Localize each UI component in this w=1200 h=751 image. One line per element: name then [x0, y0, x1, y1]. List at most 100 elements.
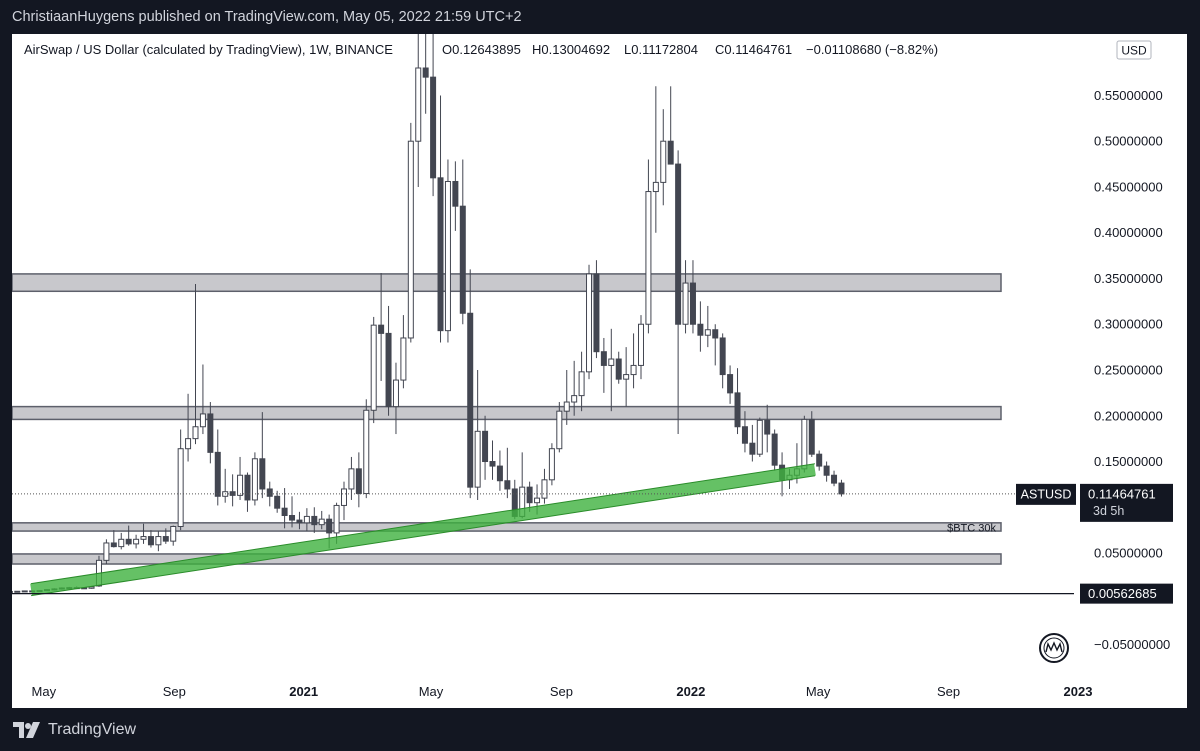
candle-body	[741, 426, 748, 444]
candles-layer	[6, 3, 845, 593]
candle-body	[185, 438, 192, 450]
candle-body	[660, 140, 667, 183]
time-tick-label: May	[32, 684, 57, 699]
candle-body	[548, 448, 555, 481]
candle	[363, 399, 370, 499]
zone-2[interactable]	[11, 405, 1002, 421]
candle-body	[177, 448, 184, 527]
candle-body	[608, 358, 615, 366]
price-tick-label: 0.40000000	[1094, 225, 1163, 240]
candle	[808, 411, 815, 457]
candle-body	[162, 536, 169, 542]
candle	[430, 22, 437, 197]
candle-body	[541, 479, 548, 499]
candle	[407, 122, 414, 343]
zone-3[interactable]	[11, 522, 1002, 532]
candle-body	[630, 364, 637, 376]
candle	[311, 507, 318, 533]
candle-body	[504, 480, 511, 490]
candle	[823, 461, 830, 482]
candle-body	[816, 453, 823, 467]
candle-body	[296, 519, 303, 524]
candle-body	[392, 379, 399, 408]
candle-body	[355, 468, 362, 495]
candle	[689, 260, 696, 334]
candle-body	[192, 426, 199, 440]
candle	[103, 539, 110, 565]
brand[interactable]: TradingView	[12, 721, 136, 739]
candle	[556, 402, 563, 453]
candlestick-chart[interactable]: $BTC 30k 0.550000000.500000000.450000000…	[6, 3, 1187, 708]
price-tick-label: 0.35000000	[1094, 271, 1163, 286]
candle	[259, 412, 266, 499]
candle	[459, 159, 466, 325]
candle	[637, 315, 644, 380]
chart-frame[interactable]: $BTC 30k 0.55000000 0.50000000 0.45000000 0…	[6, 3, 1187, 708]
candle-body	[675, 163, 682, 325]
candle	[370, 316, 377, 424]
trendline-edge-top	[31, 463, 816, 585]
candle	[548, 443, 555, 486]
price-tick-label: 0.05000000	[1094, 546, 1163, 561]
candle	[415, 31, 422, 187]
symbol-tag: ASTUSD	[1021, 487, 1072, 501]
candle-body	[823, 465, 830, 476]
candle-body	[110, 542, 117, 548]
time-tick-label: May	[806, 684, 831, 699]
candle-body	[838, 482, 845, 495]
candle-body	[697, 323, 704, 336]
time-tick-label: 2021	[289, 684, 318, 699]
candle	[348, 456, 355, 500]
candle	[199, 364, 206, 435]
last-price-label: ASTUSD 0.11464761 3d 5h	[1016, 483, 1173, 522]
candle-body	[237, 474, 244, 496]
candle-body	[571, 395, 578, 403]
candle	[170, 525, 177, 546]
zone-4[interactable]	[11, 553, 1002, 565]
candle-body	[103, 542, 110, 561]
currency-button[interactable]: USD	[1116, 40, 1152, 60]
brand-name: TradingView	[48, 720, 137, 738]
candle-body	[444, 180, 451, 332]
candle-body	[147, 536, 154, 546]
candle-body	[749, 442, 756, 455]
candle	[764, 404, 771, 453]
candle-body	[489, 461, 496, 467]
candle	[593, 260, 600, 359]
candle-body	[266, 488, 273, 497]
candle	[704, 305, 711, 348]
candle-body	[214, 451, 221, 497]
candle-body	[326, 518, 333, 534]
candle	[155, 531, 162, 552]
candle	[274, 490, 281, 513]
candle	[237, 456, 244, 500]
candle	[318, 510, 325, 530]
publish-header: ChristiaanHuygens published on TradingVi…	[0, 0, 1200, 34]
price-axis[interactable]: 0.55000000 0.50000000 0.45000000 0.40000000…	[1094, 88, 1170, 652]
footer-bar: TradingView	[0, 708, 1200, 751]
candle	[133, 534, 140, 549]
candle	[578, 351, 585, 412]
zones-layer: $BTC 30k	[11, 273, 1002, 565]
time-axis[interactable]: May Sep 2021 May Sep 2022 May Sep 2023	[32, 684, 1093, 699]
candle-body	[831, 474, 838, 484]
candle-body	[274, 495, 281, 509]
candle-body	[118, 538, 125, 548]
trendline-layer[interactable]	[30, 463, 816, 597]
candle	[303, 508, 310, 532]
support-trendline[interactable]	[30, 463, 816, 596]
candle	[467, 269, 474, 499]
candle	[118, 532, 125, 550]
candle-body	[289, 515, 296, 521]
candle-body	[667, 140, 674, 165]
candle-body	[318, 518, 325, 526]
candle-body	[556, 410, 563, 450]
candle-body	[415, 67, 422, 142]
price-tick-label: 0.20000000	[1094, 408, 1163, 423]
candle-body	[452, 180, 459, 207]
zone-1[interactable]	[11, 273, 1002, 293]
time-tick-label: 2023	[1064, 684, 1093, 699]
candle	[14, 590, 21, 593]
candle	[474, 370, 481, 500]
candle-body	[207, 413, 214, 453]
